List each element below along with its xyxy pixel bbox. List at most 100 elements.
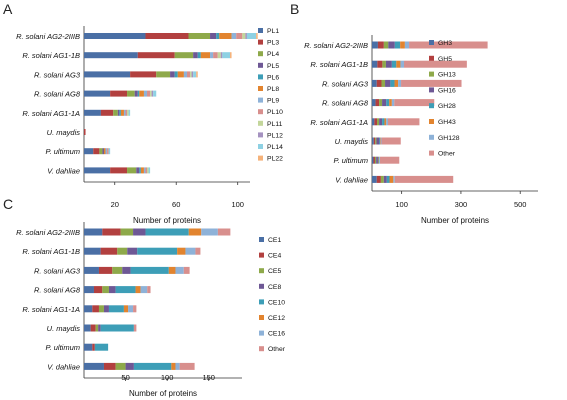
bar-segment-other	[179, 362, 195, 370]
bar-segment-ce1	[84, 362, 104, 370]
bar-segment-pl9	[105, 148, 108, 155]
bar-segment-ce10	[133, 362, 172, 370]
bar-segment-pl6	[119, 109, 121, 116]
category-label: R. solani AG1-1A	[22, 305, 80, 314]
bar-segment-pl1	[84, 148, 94, 155]
panel-label: B	[290, 1, 299, 17]
bar-segment-ce4	[100, 247, 118, 255]
bar-segment-other	[404, 60, 467, 68]
bar-segment-ce16	[175, 266, 184, 274]
bar-segment-gh13	[380, 175, 384, 183]
legend-label: PL10	[267, 109, 283, 116]
legend-label: CE12	[268, 315, 285, 322]
bar-segment-gh3	[372, 156, 374, 164]
bar-segment-pl14	[193, 71, 197, 78]
category-label: R. solani AG3	[34, 266, 81, 275]
legend-label: Other	[268, 346, 286, 353]
legend-swatch	[429, 150, 434, 156]
legend-label: PL14	[267, 144, 283, 151]
bar-segment-other	[147, 286, 151, 294]
bar-segment-ce12	[135, 286, 141, 294]
legend-swatch	[258, 97, 263, 103]
bar-segment-gh16	[385, 60, 392, 68]
bar-segment-pl8	[219, 33, 232, 39]
bar-segment-pl5	[193, 52, 198, 59]
legend-label: CE1	[268, 237, 281, 244]
bar-segment-gh128	[404, 41, 410, 49]
legend-swatch	[429, 119, 434, 124]
category-label: U. maydis	[335, 137, 369, 146]
bar-segment-ce5	[115, 362, 126, 370]
bar-segment-pl10	[147, 90, 151, 97]
category-label: R. solani AG3	[322, 79, 369, 88]
bar-segment-gh28	[391, 60, 397, 68]
bar-segment-ce16	[140, 286, 148, 294]
bar-segment-other	[133, 305, 137, 313]
legend-label: PL5	[267, 63, 279, 70]
category-label: R. solani AG1-1A	[310, 118, 368, 127]
bar-segment-pl3	[145, 33, 189, 39]
bar-segment-pl3	[84, 129, 86, 135]
bar-segment-gh16	[382, 99, 387, 107]
bar-segment-pl8	[140, 167, 144, 174]
bar-segment-gh3	[372, 118, 375, 126]
bar-segment-pl5	[117, 109, 120, 116]
bar-segment-pl11	[127, 109, 129, 116]
legend-label: PL3	[267, 40, 279, 47]
bar-segment-pl11	[217, 52, 221, 59]
legend-swatch	[259, 237, 264, 242]
legend-label: PL4	[267, 51, 279, 58]
legend-swatch	[259, 315, 264, 320]
category-label: R. solani AG2-2IIIB	[16, 32, 80, 41]
bar-segment-pl3	[100, 109, 114, 116]
bar-segment-pl4	[99, 148, 103, 155]
bar-segment-gh43	[384, 118, 387, 126]
legend-swatch	[429, 134, 434, 140]
bar-segment-gh28	[394, 41, 401, 49]
bar-segment-ce16	[128, 305, 134, 313]
bar-segment-gh43	[380, 137, 381, 145]
bar-segment-pl12	[220, 52, 223, 59]
chart-panel-b: B 100 300 500 Number of proteins R. solani AG…	[290, 1, 538, 225]
bar-segment-gh16	[376, 156, 378, 164]
bar-segment-pl11	[150, 90, 152, 97]
bar-segment-gh16	[379, 118, 383, 126]
bar-segment-pl8	[200, 52, 211, 59]
bar-segment-gh3	[372, 175, 377, 183]
bar-segment-ce12	[168, 266, 176, 274]
bar-segment-ce4	[92, 305, 99, 313]
legend-swatch	[258, 28, 263, 33]
bar-segment-gh5	[374, 118, 378, 126]
bar-segment-gh13	[381, 79, 386, 87]
bar-segment-gh28	[390, 79, 395, 87]
bar-segment-pl12	[191, 71, 194, 78]
bar-segment-ce4	[102, 228, 121, 236]
legend-label: CE4	[268, 253, 281, 260]
bar-segment-other	[183, 266, 190, 274]
bar-segment-gh16	[376, 137, 380, 145]
bar-segment-gh16	[383, 175, 387, 183]
legend-label: Other	[438, 151, 456, 158]
bar-segment-ce8	[133, 228, 146, 236]
bar-segment-ce10	[137, 247, 178, 255]
bar-segment-ce8	[108, 286, 116, 294]
legend-swatch	[429, 87, 434, 93]
legend-label: GH43	[438, 119, 456, 126]
bar-segment-pl3	[110, 167, 128, 174]
bar-segment-ce16	[201, 228, 218, 236]
chart-panel-a: A 20 60 100 Number of proteins R. solani AG2-…	[3, 1, 283, 225]
bar-segment-ce5	[102, 286, 109, 294]
bar-segment-pl11	[242, 33, 246, 39]
bar-segment-pl6	[197, 52, 201, 59]
bar-segment-other	[394, 99, 435, 107]
bar-segment-ce10	[100, 324, 134, 332]
bar-segment-ce5	[112, 266, 123, 274]
bar-segment-pl1	[84, 109, 101, 116]
bar-segment-pl6	[216, 33, 220, 39]
bar-segment-ce4	[93, 286, 103, 294]
bar-segment-gh43	[400, 41, 405, 49]
bar-segment-ce1	[84, 228, 103, 236]
legend-swatch	[258, 51, 263, 57]
bar-segment-ce1	[84, 343, 93, 351]
bar-segment-ce1	[84, 286, 94, 294]
